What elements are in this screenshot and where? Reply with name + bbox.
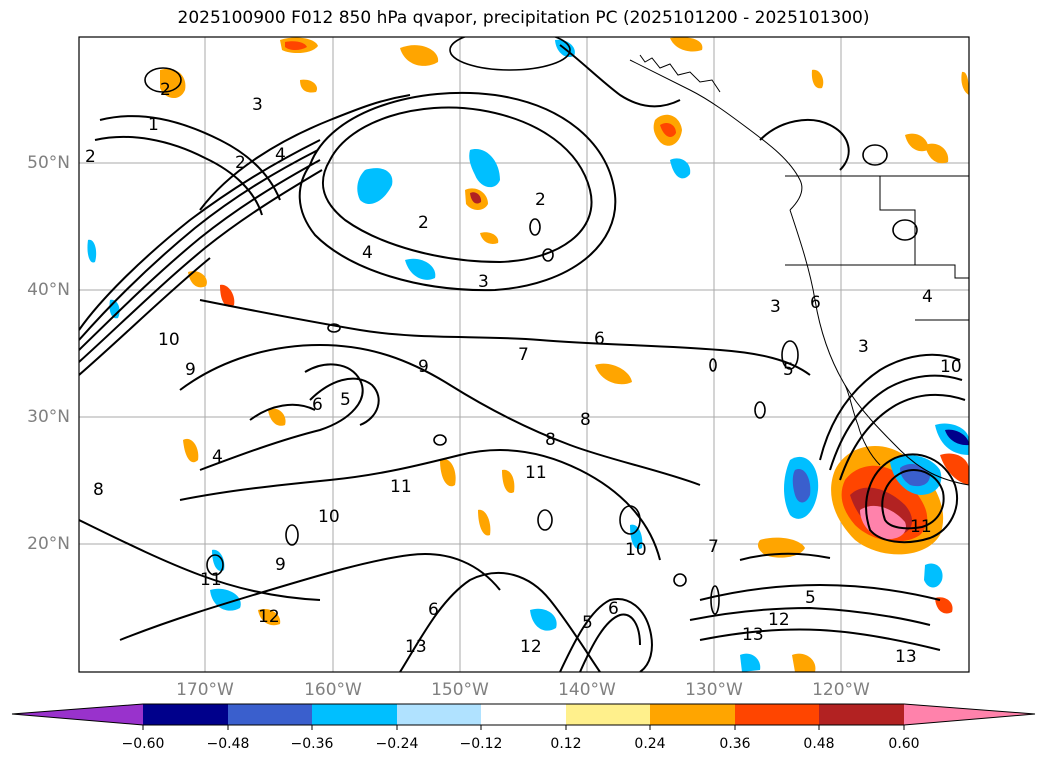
colorbar-tick-label: −0.36 [290, 736, 334, 752]
colorbar [11, 703, 1036, 730]
contour-label: 2 [235, 153, 246, 173]
contour-label: 4 [275, 145, 286, 165]
colorbar-extend-low [12, 704, 143, 725]
contour-label: 6 [594, 329, 605, 349]
lat-label-40n: 40°N [27, 280, 70, 300]
colorbar-tick-label: 0.48 [803, 736, 835, 752]
small-contours [144, 37, 918, 615]
colorbar-tick-label: −0.60 [121, 736, 165, 752]
lon-label-130w: 130°W [685, 680, 743, 700]
contour-label: 4 [212, 447, 223, 467]
contour-label: 10 [158, 330, 180, 350]
map-frame [78, 36, 970, 673]
contour-label: 11 [390, 477, 412, 497]
lat-label-30n: 30°N [27, 407, 70, 427]
contour-label: 6 [608, 599, 619, 619]
contour-label: 13 [742, 625, 764, 645]
contour-label: 2 [160, 80, 171, 100]
contour-label: 3 [252, 95, 263, 115]
contour-label: 10 [318, 507, 340, 527]
contour-label: 2 [418, 213, 429, 233]
contour-label: 7 [708, 537, 719, 557]
contour-label: 12 [768, 610, 790, 630]
colorbar-segment [481, 704, 566, 725]
contour-label: 6 [810, 293, 821, 313]
colorbar-tick-label: −0.24 [375, 736, 419, 752]
contour-label: 6 [312, 395, 323, 415]
colorbar-segment [735, 704, 819, 725]
contour-label: 9 [418, 357, 429, 377]
contour-label: 12 [520, 637, 542, 657]
colorbar-segment [819, 704, 904, 725]
colorbar-segment [143, 704, 228, 725]
graticule [79, 37, 969, 672]
lon-label-170w: 170°W [176, 680, 234, 700]
map-title: 2025100900 F012 850 hPa qvapor, precipit… [177, 8, 870, 28]
lon-label-150w: 150°W [431, 680, 489, 700]
colorbar-segment [566, 704, 650, 725]
contour-label: 11 [200, 570, 222, 590]
contour-labels: 2 3 2 1 2 4 2 2 4 3 6 7 8 10 9 9 5 6 4 8… [85, 80, 962, 667]
colorbar-tick-label: 0.24 [634, 736, 666, 752]
map-area: 2 3 2 1 2 4 2 2 4 3 6 7 8 10 9 9 5 6 4 8… [79, 37, 969, 672]
contour-label: 8 [545, 430, 556, 450]
contour-label: 5 [783, 360, 794, 380]
contour-label: 12 [258, 607, 280, 627]
contour-label: 3 [858, 337, 869, 357]
contour-label: 8 [580, 410, 591, 430]
contour-label: 13 [895, 647, 917, 667]
contour-label: 5 [805, 588, 816, 608]
colorbar-segment [397, 704, 481, 725]
qvapor-contours [79, 44, 966, 672]
coastlines [629, 54, 969, 486]
lat-label-20n: 20°N [27, 534, 70, 554]
contour-label: 9 [185, 360, 196, 380]
contour-label: 5 [582, 613, 593, 633]
lon-label-120w: 120°W [812, 680, 870, 700]
contour-label: 4 [922, 287, 933, 307]
contour-label: 11 [910, 517, 932, 537]
colorbar-tick-label: −0.12 [459, 736, 503, 752]
contour-label: 3 [770, 297, 781, 317]
colorbar-segment [228, 704, 312, 725]
contour-label: 2 [85, 147, 96, 167]
contour-label: 10 [940, 357, 962, 377]
contour-label: 6 [428, 600, 439, 620]
contour-label: 9 [275, 555, 286, 575]
colorbar-tick-label: 0.36 [719, 736, 751, 752]
precip-shading [87, 37, 969, 672]
colorbar-tick-label: −0.48 [206, 736, 250, 752]
contour-label: 10 [625, 540, 647, 560]
lat-label-50n: 50°N [27, 153, 70, 173]
contour-label: 4 [362, 243, 373, 263]
contour-label: 7 [518, 345, 529, 365]
contour-label: 13 [405, 637, 427, 657]
colorbar-segment [312, 704, 397, 725]
colorbar-tick-label: 0.60 [888, 736, 920, 752]
contour-label: 5 [340, 390, 351, 410]
contour-label: 11 [525, 463, 547, 483]
contour-label: 1 [148, 115, 159, 135]
colorbar-segment [650, 704, 735, 725]
colorbar-tick-label: 0.12 [550, 736, 582, 752]
lon-label-140w: 140°W [558, 680, 616, 700]
contour-label: 8 [93, 480, 104, 500]
colorbar-extend-high [904, 704, 1035, 725]
contour-label: 2 [535, 190, 546, 210]
lon-label-160w: 160°W [304, 680, 362, 700]
contour-label: 3 [478, 272, 489, 292]
